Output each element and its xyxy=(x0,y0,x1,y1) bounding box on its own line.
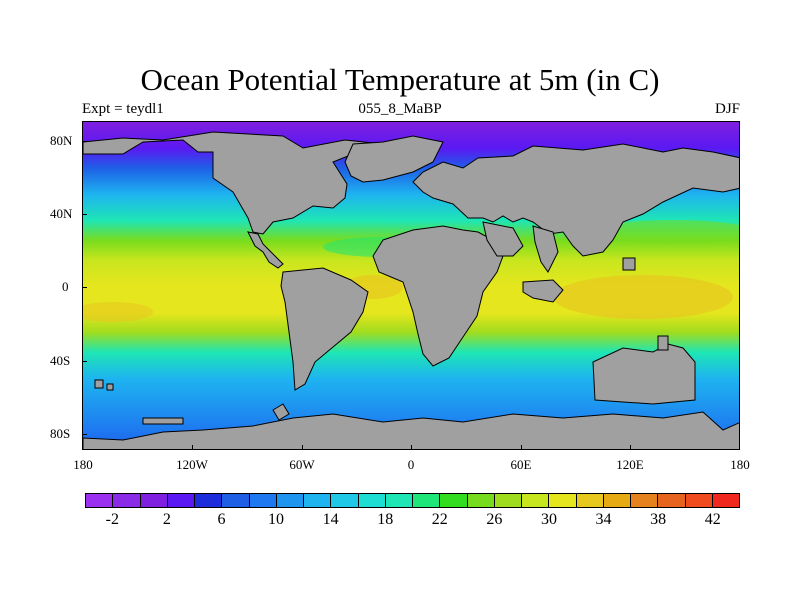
land-new-zealand xyxy=(657,335,669,351)
colorbar-label: 10 xyxy=(268,511,285,528)
colorbar-box xyxy=(195,494,223,507)
lat-tick-label: 40S xyxy=(50,353,71,368)
land-island-sw2 xyxy=(106,383,114,391)
lat-tick-mark xyxy=(82,434,87,435)
colorbar-label: 2 xyxy=(162,511,171,528)
lat-tick-mark xyxy=(82,361,87,362)
lon-tick-label: 60W xyxy=(289,457,315,472)
land-se-asia xyxy=(522,279,564,303)
land-australia xyxy=(592,343,696,405)
lon-tick-label: 120W xyxy=(176,457,208,472)
colorbar-box xyxy=(222,494,250,507)
land-africa xyxy=(372,225,504,367)
colorbar-box xyxy=(549,494,577,507)
temperature-map xyxy=(82,121,740,450)
colorbar-label: 22 xyxy=(431,511,448,528)
colorbar-box xyxy=(467,494,495,507)
colorbar-box xyxy=(385,494,413,507)
colorbar-box xyxy=(494,494,522,507)
lon-tick-mark xyxy=(521,445,522,450)
lat-tick-label: 40N xyxy=(50,206,73,221)
colorbar-label: 26 xyxy=(486,511,503,528)
cool-tongue-pacific xyxy=(593,220,739,244)
lon-tick-mark xyxy=(411,445,412,450)
land-central-america xyxy=(247,231,284,269)
colorbar-label: 42 xyxy=(704,511,721,528)
land-arabia xyxy=(482,221,524,257)
colorbar-label: 14 xyxy=(322,511,339,528)
lon-tick-label: 120E xyxy=(616,457,644,472)
land-antarctic-peninsula xyxy=(272,403,290,421)
colorbar-box xyxy=(167,494,195,507)
land-eurasia xyxy=(412,143,739,257)
land-south-america xyxy=(280,267,369,391)
season-label: DJF xyxy=(714,101,740,117)
plot-title: Ocean Potential Temperature at 5m (in C) xyxy=(140,62,660,97)
colorbar-box xyxy=(522,494,550,507)
land-greenland xyxy=(344,135,444,183)
lon-tick-mark xyxy=(630,445,631,450)
colorbar-label: -2 xyxy=(105,511,119,528)
lon-tick-label: 180 xyxy=(73,457,93,472)
lon-tick-mark xyxy=(192,445,193,450)
lat-tick-mark xyxy=(82,214,87,215)
lat-tick-mark xyxy=(82,141,87,142)
colorbar-box xyxy=(658,494,686,507)
lon-tick-label: 60E xyxy=(510,457,532,472)
land-island-east xyxy=(622,257,636,271)
land-antarctica xyxy=(83,411,739,449)
colorbar-box xyxy=(276,494,304,507)
map-canvas xyxy=(83,122,739,449)
lon-tick-label: 0 xyxy=(407,457,415,472)
colorbar-box xyxy=(140,494,168,507)
land-masses xyxy=(83,131,739,449)
colorbar-label: 18 xyxy=(377,511,394,528)
lat-tick-label: 80S xyxy=(50,426,71,441)
colorbar-box xyxy=(712,494,739,507)
colorbar-box xyxy=(603,494,631,507)
experiment-label: Expt = teydl1 xyxy=(82,101,164,117)
colorbar-box xyxy=(576,494,604,507)
lat-tick-mark xyxy=(82,287,87,288)
lon-tick-mark xyxy=(302,445,303,450)
colorbar-label: 34 xyxy=(595,511,612,528)
colorbar-label: 38 xyxy=(650,511,667,528)
land-north-america xyxy=(83,131,385,235)
land-island-sw xyxy=(94,379,104,389)
colorbar-box xyxy=(413,494,441,507)
colorbar-box xyxy=(358,494,386,507)
colorbar-box xyxy=(631,494,659,507)
lat-tick-label: 0 xyxy=(62,279,69,294)
colorbar-box xyxy=(331,494,359,507)
colorbar-box xyxy=(685,494,713,507)
period-label: 055_8_MaBP xyxy=(358,101,442,117)
lat-tick-label: 80N xyxy=(50,133,73,148)
colorbar-label: 30 xyxy=(540,511,557,528)
colorbar-box xyxy=(249,494,277,507)
warm-pool-pacific xyxy=(553,275,733,319)
land-india xyxy=(532,225,559,273)
warm-pool-west-pacific xyxy=(83,302,153,322)
lon-tick-label: 180 xyxy=(730,457,750,472)
colorbar-box xyxy=(440,494,468,507)
land-small-islands xyxy=(142,417,184,425)
colorbar xyxy=(85,493,740,508)
colorbar-box xyxy=(113,494,141,507)
colorbar-label: 6 xyxy=(217,511,226,528)
colorbar-box xyxy=(86,494,114,507)
colorbar-box xyxy=(304,494,332,507)
